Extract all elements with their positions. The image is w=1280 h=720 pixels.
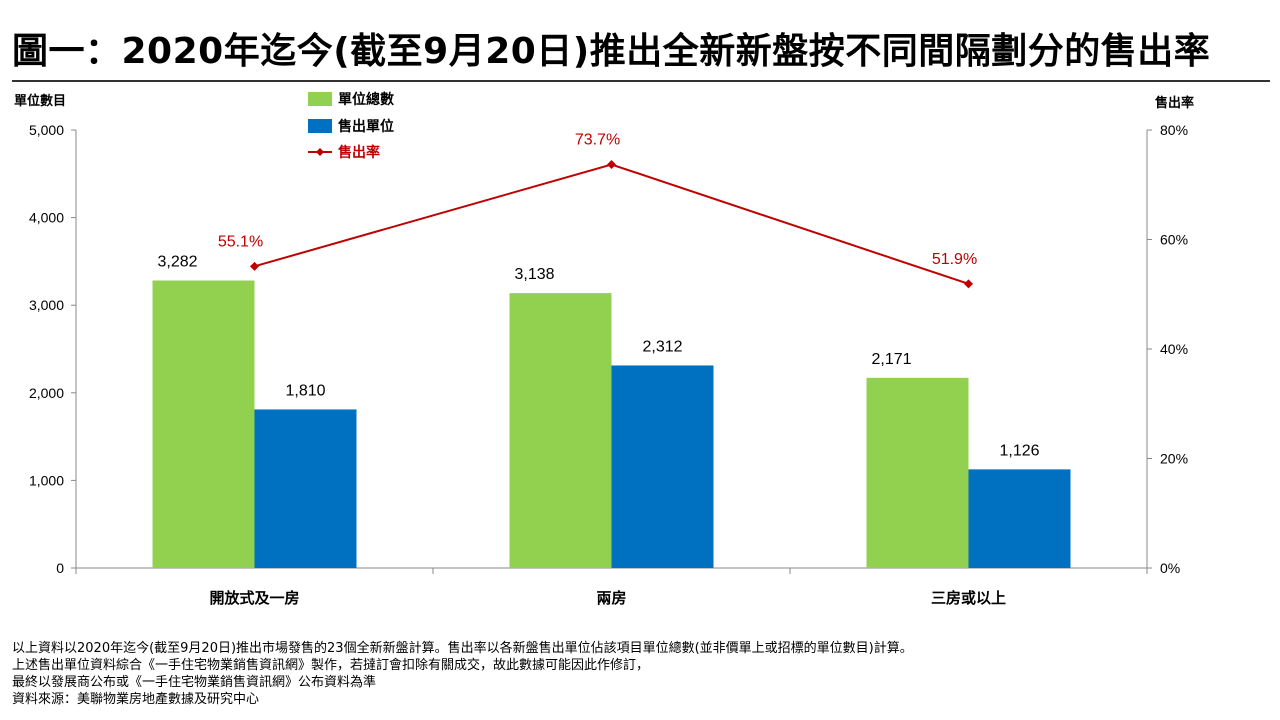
rate-point [607,159,616,169]
data-label-total-units: 3,138 [514,266,554,283]
footnote-line: 以上資料以2020年迄今(截至9月20日)推出市場發售的23個全新新盤計算。售出… [12,641,913,656]
legend-swatch-total-units [308,92,332,106]
y-tick-label: 5,000 [29,122,64,138]
y-tick-label: 1,000 [29,472,64,488]
bar-total-units [866,377,969,568]
x-category-label: 兩房 [596,589,626,607]
legend-label-total-units: 單位總數 [338,91,394,108]
data-label-sold-units: 1,126 [999,442,1039,459]
data-label-total-units: 2,171 [871,351,911,368]
footnotes: 以上資料以2020年迄今(截至9月20日)推出市場發售的23個全新新盤計算。售出… [12,640,913,708]
data-label-total-units: 3,282 [157,253,197,270]
y2-tick-label: 0% [1160,560,1180,576]
data-label-sold-units: 1,810 [285,382,325,399]
bar-total-units [152,280,255,568]
rate-line [254,163,969,285]
y2-tick-label: 80% [1160,122,1188,138]
title-divider [12,80,1270,82]
rate-point [250,261,259,271]
footnote-source: 資料來源：美聯物業房地產數據及研究中心 [12,692,260,707]
y-tick-label: 4,000 [29,210,64,226]
rate-data-label: 51.9% [932,251,977,268]
legend-swatch-sold-units [308,119,332,133]
x-category-label: 開放式及一房 [209,589,299,607]
legend-label-rate: 售出率 [337,144,380,161]
y2-tick-label: 20% [1160,451,1188,467]
bar-sold-units [968,469,1071,568]
legend-marker-rate [316,148,324,156]
x-category-label: 三房或以上 [931,589,1006,607]
bar-sold-units [254,409,357,568]
bar-total-units [509,293,612,568]
footnote-line: 上述售出單位資料綜合《一手住宅物業銷售資訊網》製作，若撻訂會扣除有關成交，故此數… [12,658,650,673]
legend-label-sold-units: 售出單位 [337,118,394,135]
rate-data-label: 55.1% [218,233,263,250]
y-axis-title: 單位數目 [14,93,66,109]
y2-tick-label: 40% [1160,341,1188,357]
rate-point [964,279,973,289]
data-label-sold-units: 2,312 [642,338,682,355]
rate-data-label: 73.7% [575,131,620,148]
footnote-line: 最終以發展商公布或《一手住宅物業銷售資訊網》公布資料為準 [12,675,377,690]
y-tick-label: 0 [56,560,64,576]
page-title: 圖一：2020年迄今(截至9月20日)推出全新新盤按不同間隔劃分的售出率 [12,31,1211,72]
y2-tick-label: 60% [1160,232,1188,248]
y-tick-label: 3,000 [29,297,64,313]
y-tick-label: 2,000 [29,385,64,401]
bar-sold-units [611,365,714,568]
y2-axis-title: 售出率 [1155,95,1194,111]
